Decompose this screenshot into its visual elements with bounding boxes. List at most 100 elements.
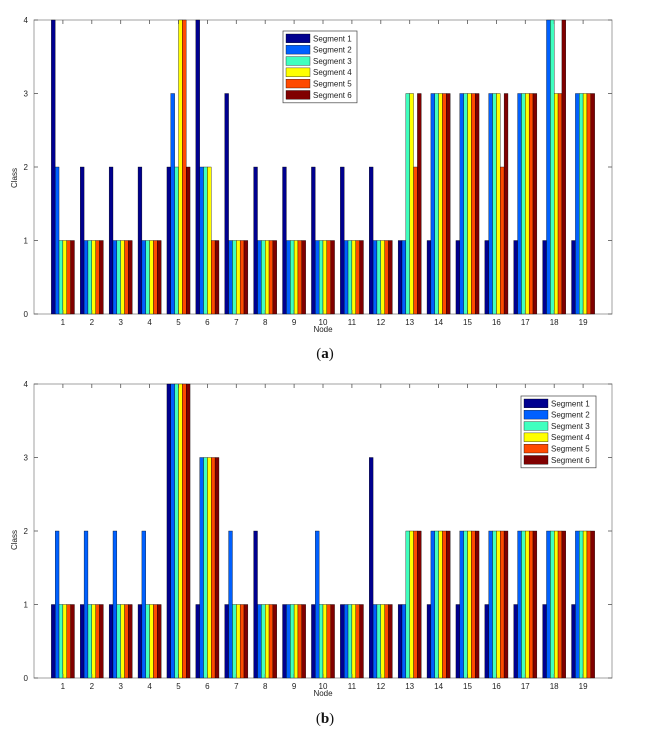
bar (590, 93, 595, 315)
bar (207, 166, 212, 315)
y-tick-label: 2 (24, 527, 29, 536)
bar (62, 604, 67, 679)
x-tick-label: 13 (405, 682, 414, 691)
bar (51, 19, 56, 315)
legend-swatch (285, 45, 311, 55)
bar (203, 166, 208, 315)
legend-swatch (523, 432, 549, 442)
bar (199, 166, 204, 315)
bar (405, 530, 410, 679)
bar (546, 530, 551, 679)
bar (178, 19, 183, 315)
x-tick-label: 10 (319, 682, 328, 691)
x-tick-label: 9 (292, 318, 297, 327)
bar (467, 530, 472, 679)
bar (203, 457, 208, 679)
x-tick-label: 5 (176, 682, 181, 691)
bar (517, 530, 522, 679)
x-tick-label: 3 (118, 318, 123, 327)
bar (492, 93, 497, 315)
bar (586, 93, 591, 315)
bar (286, 240, 291, 315)
bar (359, 604, 364, 679)
x-tick-label: 8 (263, 682, 268, 691)
bar (575, 530, 580, 679)
bar (232, 604, 237, 679)
bar (62, 240, 67, 315)
bar (149, 240, 154, 315)
legend-label: Segment 4 (313, 68, 352, 77)
bar (236, 240, 241, 315)
bar (355, 240, 360, 315)
x-axis-title-a: Node (313, 325, 333, 334)
bar (575, 93, 580, 315)
bar (372, 240, 378, 315)
bar (388, 604, 393, 679)
legend-a: Segment 1 Segment 2 Segment 3 Segment 4 Segm… (282, 30, 358, 104)
bar (586, 530, 591, 679)
bar (290, 604, 295, 679)
bar (195, 604, 200, 679)
bar (471, 530, 476, 679)
x-tick-label: 5 (176, 318, 181, 327)
bar (293, 240, 299, 315)
bar (166, 166, 171, 315)
x-tick-label: 8 (263, 318, 268, 327)
bar (301, 240, 306, 315)
y-axis-title-a: Class (10, 168, 19, 188)
bar (561, 530, 566, 679)
bar (99, 240, 104, 315)
bar (141, 530, 146, 679)
bar (413, 530, 418, 679)
bar (243, 604, 249, 679)
bar (261, 240, 266, 315)
y-tick-label: 3 (24, 454, 29, 463)
bar (253, 530, 258, 679)
x-tick-label: 14 (434, 318, 443, 327)
bar (484, 604, 489, 679)
bar (488, 530, 493, 679)
legend-swatch (285, 90, 311, 100)
bar (571, 240, 576, 315)
bar (293, 604, 299, 679)
legend-swatch (523, 421, 549, 431)
bar (318, 240, 324, 315)
bar (542, 604, 547, 679)
bar (157, 240, 162, 315)
bar (376, 240, 381, 315)
panel-label-b: (b) (316, 711, 334, 727)
bar (80, 604, 85, 679)
bar (70, 240, 75, 315)
bar (137, 604, 143, 679)
bar (137, 166, 143, 315)
bar (528, 93, 534, 315)
bar (108, 604, 114, 679)
bar (503, 530, 509, 679)
bar (590, 530, 595, 679)
bar (496, 93, 501, 315)
bar (488, 93, 493, 315)
bar (182, 383, 187, 679)
legend-label: Segment 6 (313, 91, 352, 100)
bar (582, 93, 588, 315)
bar (170, 93, 175, 315)
x-tick-label: 19 (579, 318, 588, 327)
x-tick-label: 1 (61, 318, 66, 327)
bar (322, 240, 328, 315)
bar (550, 19, 555, 315)
bar (239, 604, 245, 679)
bar (195, 19, 200, 315)
bar (513, 604, 518, 679)
bar (55, 530, 60, 679)
bar (475, 530, 480, 679)
bar (265, 604, 270, 679)
legend-label: Segment 5 (313, 80, 352, 89)
bar (397, 240, 403, 315)
bar (228, 530, 233, 679)
bar (120, 240, 125, 315)
x-tick-label: 12 (376, 318, 385, 327)
bar (253, 166, 258, 315)
bar (455, 604, 460, 679)
bar (153, 240, 158, 315)
bar (417, 93, 422, 315)
